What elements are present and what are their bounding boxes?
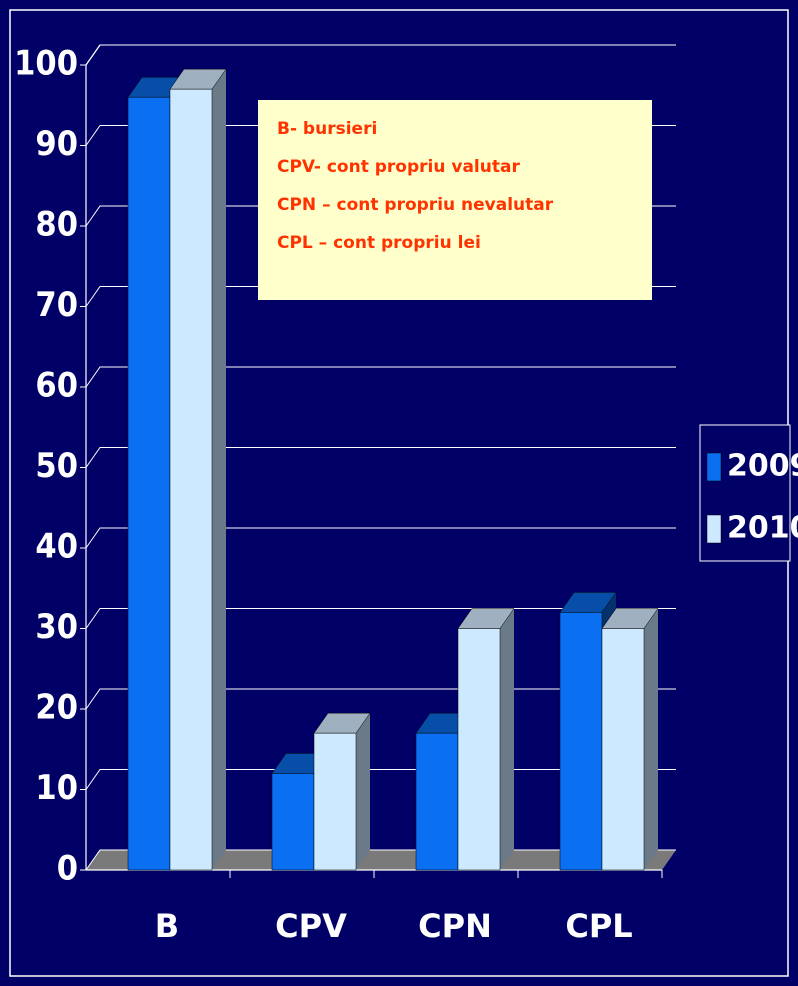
y-tick-label: 0: [57, 849, 78, 889]
y-tick-label: 20: [35, 688, 78, 728]
y-tick-label: 90: [35, 124, 78, 164]
y-tick-label: 10: [35, 768, 78, 808]
bar: [127, 96, 171, 871]
bar-side: [356, 713, 370, 870]
y-tick-label: 60: [35, 366, 78, 406]
bar-side: [644, 608, 658, 870]
y-tick-label: 100: [14, 44, 78, 84]
grid-line: [85, 447, 676, 468]
y-tick-label: 30: [35, 607, 78, 647]
bar: [271, 773, 315, 871]
annotation: B- bursieri: [277, 119, 377, 139]
annotation: CPN – cont propriu nevalutar: [277, 195, 554, 215]
floor: [86, 850, 676, 870]
bar-side: [500, 608, 514, 870]
bar: [313, 732, 357, 871]
legend-label: 2009: [727, 449, 798, 484]
y-tick-label: 80: [35, 205, 78, 245]
bar: [415, 732, 459, 871]
bar: [169, 88, 213, 871]
grid-line: [85, 366, 676, 388]
annotation: CPV- cont propriu valutar: [277, 157, 520, 177]
bar: [559, 612, 603, 871]
legend-swatch: [706, 514, 722, 544]
x-tick-label: CPN: [418, 907, 492, 945]
y-tick-label: 50: [35, 446, 78, 486]
y-tick-label: 40: [35, 527, 78, 567]
grid-line: [85, 44, 676, 66]
legend-swatch: [706, 452, 722, 482]
grid-line: [85, 527, 676, 549]
bar-side: [212, 69, 226, 870]
x-tick-label: B: [155, 907, 179, 945]
legend-label: 2010: [727, 511, 798, 546]
y-tick-label: 70: [35, 285, 78, 325]
note-box: [258, 100, 652, 300]
x-tick-label: CPV: [275, 907, 347, 945]
bar: [457, 628, 501, 871]
bar: [601, 628, 645, 871]
annotation: CPL – cont propriu lei: [277, 233, 481, 253]
x-tick-label: CPL: [565, 907, 632, 945]
